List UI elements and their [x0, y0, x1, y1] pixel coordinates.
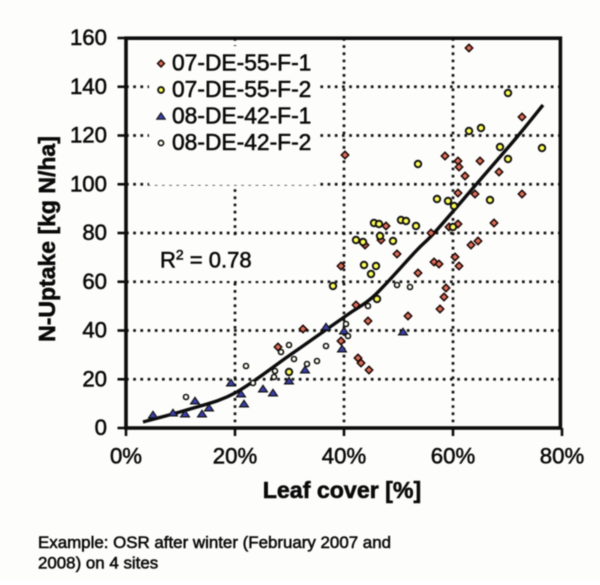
svg-text:40: 40 — [82, 318, 107, 343]
svg-text:60: 60 — [82, 269, 107, 294]
svg-text:80%: 80% — [540, 444, 584, 469]
svg-text:120: 120 — [70, 123, 107, 148]
svg-text:60%: 60% — [431, 444, 475, 469]
svg-text:07-DE-55-F-1: 07-DE-55-F-1 — [172, 50, 311, 76]
svg-text:Leaf cover [%]: Leaf cover [%] — [263, 477, 422, 503]
svg-text:0: 0 — [95, 415, 107, 440]
svg-text:20%: 20% — [213, 444, 257, 469]
svg-text:0%: 0% — [110, 444, 142, 469]
svg-text:07-DE-55-F-2: 07-DE-55-F-2 — [172, 76, 311, 102]
svg-text:2008) on 4 sites: 2008) on 4 sites — [38, 554, 158, 573]
svg-text:160: 160 — [70, 25, 107, 50]
svg-text:08-DE-42-F-2: 08-DE-42-F-2 — [172, 129, 311, 155]
svg-text:80: 80 — [82, 220, 107, 245]
svg-text:140: 140 — [70, 74, 107, 99]
svg-text:Example: OSR after winter (Feb: Example: OSR after winter (February 2007… — [38, 533, 391, 552]
svg-text:20: 20 — [82, 366, 107, 391]
svg-text:R2 = 0.78: R2 = 0.78 — [160, 247, 252, 273]
svg-text:08-DE-42-F-1: 08-DE-42-F-1 — [172, 103, 311, 129]
svg-text:100: 100 — [70, 171, 107, 196]
svg-text:N-Uptake [kg N/ha]: N-Uptake [kg N/ha] — [34, 136, 60, 342]
svg-text:40%: 40% — [322, 444, 366, 469]
